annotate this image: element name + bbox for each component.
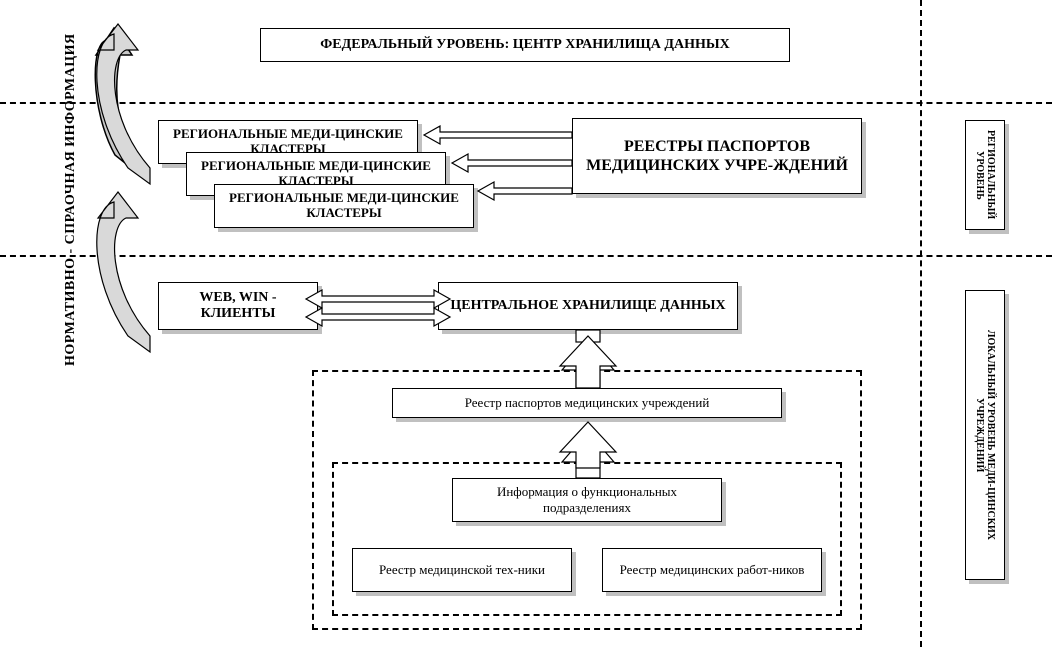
curve-arrow-top xyxy=(97,24,150,184)
divider-h-top xyxy=(0,102,1052,104)
passport-registry-box: Реестр паспортов медицинских учреждений xyxy=(392,388,782,418)
federal-box: ФЕДЕРАЛЬНЫЙ УРОВЕНЬ: ЦЕНТР ХРАНИЛИЩА ДАН… xyxy=(260,28,790,62)
curve-arrow-bottom xyxy=(97,192,150,352)
right-label-regional: РЕГИОНАЛЬНЫЙ УРОВЕНЬ xyxy=(965,120,1005,230)
workers-registry-box: Реестр медицинских работ-ников xyxy=(602,548,822,592)
right-label-local: ЛОКАЛЬНЫЙ УРОВЕНЬ МЕДИ-ЦИНСКИХ УЧРЕЖДЕНИ… xyxy=(965,290,1005,580)
curved-arrow-1 xyxy=(90,28,147,190)
h-arrow-1 xyxy=(424,126,572,144)
divider-vertical-main xyxy=(920,0,922,647)
h-arrow-3 xyxy=(478,182,572,200)
h-arrow-2 xyxy=(452,154,572,172)
func-info-box: Информация о функциональных подразделени… xyxy=(452,478,722,522)
registry-passports-box: РЕЕСТРЫ ПАСПОРТОВ МЕДИЦИНСКИХ УЧРЕ-ЖДЕНИ… xyxy=(572,118,862,194)
divider-h-mid xyxy=(0,255,1052,257)
regional-cluster-3: РЕГИОНАЛЬНЫЕ МЕДИ-ЦИНСКИЕ КЛАСТЕРЫ xyxy=(214,184,474,228)
central-storage-box: ЦЕНТРАЛЬНОЕ ХРАНИЛИЩЕ ДАННЫХ xyxy=(438,282,738,330)
client-arrow-2 xyxy=(306,308,450,326)
left-axis-label: НОРМАТИВНО - СПРАОЧНАЯ ИНФОРМАЦИЯ xyxy=(60,10,82,390)
up-arrow-1-stem xyxy=(576,330,600,342)
client-arrow-1 xyxy=(306,290,450,308)
clients-box: WEB, WIN - КЛИЕНТЫ xyxy=(158,282,318,330)
tech-registry-box: Реестр медицинской тех-ники xyxy=(352,548,572,592)
